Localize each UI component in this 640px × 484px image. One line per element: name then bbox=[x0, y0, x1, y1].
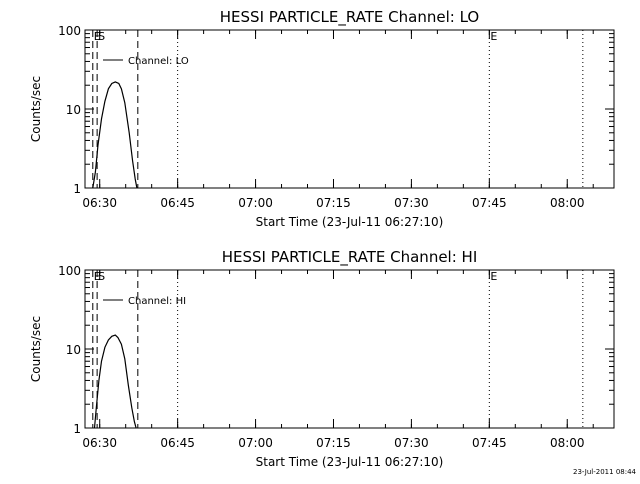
chart1-legend-label: Channel: HI bbox=[128, 296, 186, 307]
chart1-x-tick-label: 08:00 bbox=[550, 436, 585, 450]
chart1-x-tick-label: 06:45 bbox=[160, 436, 195, 450]
chart0-title: HESSI PARTICLE_RATE Channel: LO bbox=[220, 8, 479, 27]
footer-timestamp: 23-Jul-2011 08:44 bbox=[573, 468, 637, 476]
chart0-x-tick-label: 07:45 bbox=[472, 196, 507, 210]
chart0-x-tick-label: 06:45 bbox=[160, 196, 195, 210]
chart1-x-tick-label: 07:15 bbox=[316, 436, 351, 450]
chart0-y-axis-label: Counts/sec bbox=[29, 76, 43, 142]
chart0-legend-label: Channel: LO bbox=[128, 56, 189, 67]
chart0-x-tick-label: 07:30 bbox=[394, 196, 429, 210]
chart0-x-tick-label: 07:00 bbox=[238, 196, 273, 210]
chart0-y-tick-label: 100 bbox=[58, 24, 81, 38]
chart0-x-axis-label: Start Time (23-Jul-11 06:27:10) bbox=[256, 215, 444, 229]
chart1-title: HESSI PARTICLE_RATE Channel: HI bbox=[222, 248, 478, 267]
chart1-y-tick-label: 1 bbox=[73, 422, 81, 436]
chart0-x-tick-label: 07:15 bbox=[316, 196, 351, 210]
chart0-x-tick-label: 08:00 bbox=[550, 196, 585, 210]
chart1-y-tick-label: 100 bbox=[58, 264, 81, 278]
chart0-series-line bbox=[92, 81, 138, 189]
chart1-x-tick-label: 06:30 bbox=[82, 436, 117, 450]
chart0-marker-label: S bbox=[98, 30, 105, 43]
chart1-x-axis-label: Start Time (23-Jul-11 06:27:10) bbox=[256, 455, 444, 469]
chart0-y-tick-label: 1 bbox=[73, 182, 81, 196]
chart0-plot-frame bbox=[84, 29, 615, 189]
chart1-x-tick-label: 07:45 bbox=[472, 436, 507, 450]
chart1-marker-label: E bbox=[490, 270, 497, 283]
chart1-y-axis-label: Counts/sec bbox=[29, 316, 43, 382]
chart1-series-line bbox=[93, 334, 137, 429]
chart1-x-tick-label: 07:00 bbox=[238, 436, 273, 450]
chart0-marker-label: E bbox=[490, 30, 497, 43]
chart0-y-tick-label: 10 bbox=[66, 103, 81, 117]
chart0-x-tick-label: 06:30 bbox=[82, 196, 117, 210]
chart1-plot-frame bbox=[84, 269, 615, 429]
chart1-y-tick-label: 10 bbox=[66, 343, 81, 357]
chart1-x-tick-label: 07:30 bbox=[394, 436, 429, 450]
chart1-marker-label: S bbox=[98, 270, 105, 283]
